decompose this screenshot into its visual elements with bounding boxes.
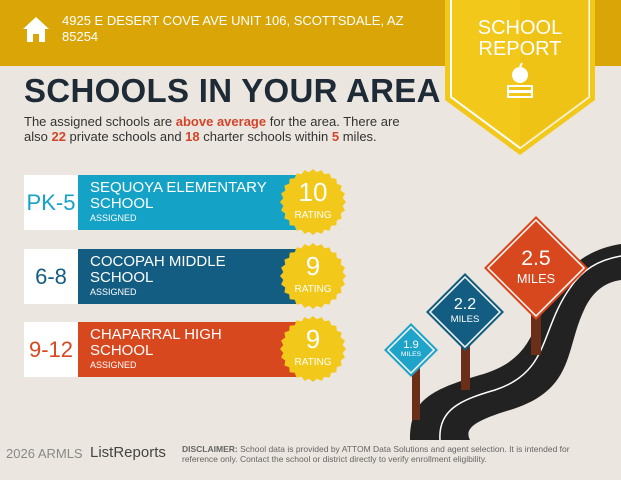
school-bar: COCOPAH MIDDLE SCHOOL ASSIGNED (78, 249, 298, 304)
rating-seal: 9 RATING (280, 243, 346, 309)
grade-range: PK-5 (24, 175, 78, 230)
school-status: ASSIGNED (90, 287, 137, 297)
rating-label: RATING (294, 210, 332, 221)
distance-sign: 1.9 MILES (383, 322, 439, 378)
school-bar: CHAPARRAL HIGH SCHOOL ASSIGNED (78, 322, 298, 377)
school-row: 6-8 COCOPAH MIDDLE SCHOOL ASSIGNED 9 RATIN… (24, 243, 346, 309)
grade-range: 6-8 (24, 249, 78, 304)
school-status: ASSIGNED (90, 213, 137, 223)
school-status: ASSIGNED (90, 360, 137, 370)
listreports-logo: ListReports (90, 444, 166, 461)
distance-sign: 2.2 MILES (425, 272, 505, 352)
school-name: COCOPAH MIDDLE SCHOOL (90, 253, 226, 286)
page-title: SCHOOLS IN YOUR AREA (24, 72, 441, 109)
road-illustration (410, 244, 621, 440)
apple-books-icon (507, 62, 533, 98)
rating-value: 10 (298, 177, 328, 207)
school-name: SEQUOYA ELEMENTARY SCHOOL (90, 179, 267, 212)
rating-value: 9 (305, 324, 321, 354)
sign-unit: MILES (516, 270, 556, 286)
watermark: 2026 ARMLS (6, 446, 83, 461)
school-name: CHAPARRAL HIGH SCHOOL (90, 326, 222, 359)
badge-line1: SCHOOL (477, 17, 563, 39)
rating-seal: 10 RATING (280, 169, 346, 235)
rating-label: RATING (294, 284, 332, 295)
sign-distance: 2.2 (453, 296, 477, 313)
rating-value: 9 (305, 251, 321, 281)
sign-unit: MILES (400, 350, 422, 358)
grade-range: 9-12 (24, 322, 78, 377)
sign-distance: 2.5 (521, 246, 551, 270)
sign-distance: 1.9 (403, 338, 419, 351)
sign-unit: MILES (450, 314, 480, 325)
school-row: 9-12 CHAPARRAL HIGH SCHOOL ASSIGNED 9 RATI… (24, 316, 346, 382)
disclaimer: DISCLAIMER: School data is provided by A… (182, 444, 570, 464)
badge-line2: REPORT (478, 38, 562, 60)
property-address: 4925 E DESERT COVE AVE UNIT 106, SCOTTSD… (62, 13, 404, 44)
school-report-badge: SCHOOL REPORT (445, 0, 595, 165)
summary-text: The assigned schools are above average f… (24, 114, 400, 144)
home-icon (23, 17, 49, 42)
rating-label: RATING (294, 357, 332, 368)
rating-seal: 9 RATING (280, 316, 346, 382)
distance-sign: 2.5 MILES (483, 215, 589, 321)
school-bar: SEQUOYA ELEMENTARY SCHOOL ASSIGNED (78, 175, 298, 230)
school-row: PK-5 SEQUOYA ELEMENTARY SCHOOL ASSIGNED 1… (24, 169, 346, 235)
